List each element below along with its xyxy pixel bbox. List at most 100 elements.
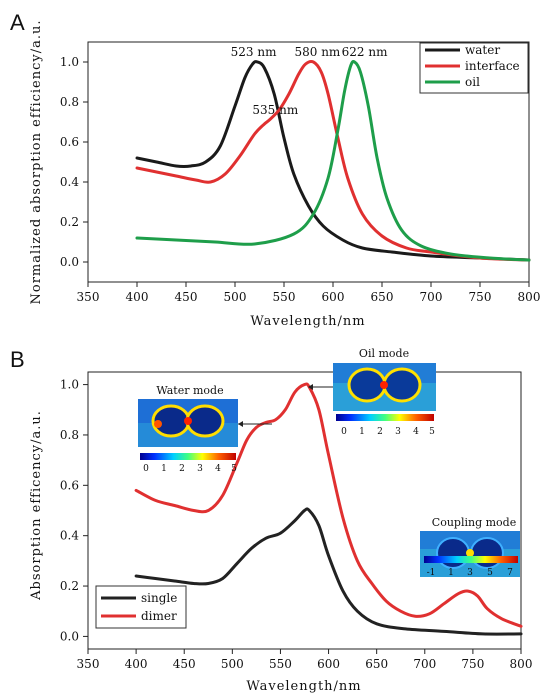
colorbar-tick: 0 [341, 427, 347, 437]
y-tick-label: 0.2 [60, 215, 79, 229]
series-line-oil [135, 60, 531, 262]
colorbar-tick: 2 [179, 464, 185, 474]
colorbar-tick: 3 [197, 464, 203, 474]
inset-water-mode-hotspot-left [154, 420, 162, 428]
inset-coupling-mode-top [420, 531, 520, 549]
inset-coupling-mode-colorbar-ticks: -1 1 3 5 7 [427, 568, 514, 578]
x-tick-label: 400 [126, 290, 149, 304]
x-tick-label: 550 [273, 290, 296, 304]
x-tick-label: 450 [173, 657, 196, 671]
colorbar-tick: 2 [377, 427, 383, 437]
x-tick-label: 350 [77, 657, 100, 671]
inset-water-mode-arrow-icon [238, 421, 243, 427]
x-tick-label: 750 [461, 657, 484, 671]
panel-b-legend: single dimer [95, 585, 187, 629]
y-tick-label: 1.0 [60, 378, 79, 392]
y-tick-label: 0.4 [60, 175, 79, 189]
legend-label-water: water [465, 43, 500, 57]
colorbar-tick: 5 [429, 427, 435, 437]
peak-annotation: 535 nm [252, 103, 298, 117]
y-tick-label: 1.0 [60, 55, 79, 69]
legend-label-interface: interface [465, 59, 520, 73]
peak-annotation: 580 nm [294, 45, 340, 59]
x-tick-label: 450 [175, 290, 198, 304]
colorbar-tick: 7 [507, 568, 513, 578]
y-tick-label: 0.8 [60, 428, 79, 442]
x-tick-label: 650 [365, 657, 388, 671]
x-tick-label: 800 [518, 290, 541, 304]
x-tick-label: 650 [371, 290, 394, 304]
x-tick-label: 600 [317, 657, 340, 671]
peak-annotation: 622 nm [342, 45, 388, 59]
y-tick-label: 0.2 [60, 579, 79, 593]
panel-a-plot: 350 400 450 500 550 600 650 700 750 800 0.0 0.2 0.4… [29, 20, 540, 330]
inset-coupling-mode: Coupling mode -1 1 3 5 7 [420, 516, 520, 578]
inset-water-mode-colorbar-ticks: 0 1 2 3 4 5 [143, 464, 237, 474]
x-tick-label: 800 [510, 657, 533, 671]
colorbar-tick: 3 [467, 568, 473, 578]
x-tick-label: 600 [322, 290, 345, 304]
x-tick-label: 350 [77, 290, 100, 304]
x-tick-label: 500 [221, 657, 244, 671]
inset-oil-mode-colorbar-ticks: 0 1 2 3 4 5 [341, 427, 435, 437]
colorbar-tick: 4 [413, 427, 419, 437]
x-tick-label: 500 [224, 290, 247, 304]
colorbar-tick: 5 [487, 568, 493, 578]
y-tick-label: 0.0 [60, 629, 79, 643]
panel-b-y-axis-label: Absorption efficency/a.u. [29, 410, 44, 601]
colorbar-tick: 1 [448, 568, 454, 578]
x-tick-label: 550 [269, 657, 292, 671]
panel-a-x-ticks: 350 400 450 500 550 600 650 700 750 800 [77, 282, 541, 304]
inset-oil-mode-arrow-icon [308, 384, 313, 390]
colorbar-tick: 0 [143, 464, 149, 474]
series-line-interface [135, 59, 531, 262]
x-tick-label: 700 [413, 657, 436, 671]
inset-oil-mode: Oil mode 0 1 2 3 4 5 [308, 347, 436, 437]
panel-a-series [135, 59, 531, 262]
inset-oil-mode-hotspot [380, 381, 388, 389]
legend-label-dimer: dimer [141, 609, 177, 623]
inset-oil-mode-particle-right [382, 367, 422, 403]
panel-label-b: B [10, 347, 25, 372]
inset-coupling-mode-particle-right [470, 537, 504, 569]
panel-b-y-ticks: 0.0 0.2 0.4 0.6 0.8 1.0 [60, 378, 88, 643]
colorbar-tick: 3 [395, 427, 401, 437]
y-tick-label: 0.0 [60, 255, 79, 269]
panel-a-x-axis-label: Wavelength/nm [250, 314, 365, 329]
colorbar-tick: 1 [161, 464, 167, 474]
series-line-single [134, 507, 523, 636]
colorbar-tick: 4 [215, 464, 221, 474]
x-tick-label: 400 [125, 657, 148, 671]
inset-water-mode: Water mode 0 1 2 3 4 5 [138, 384, 272, 474]
inset-oil-mode-particle-left [347, 367, 387, 403]
inset-water-mode-title: Water mode [156, 384, 223, 397]
panel-a-annotations: 523 nm 580 nm 622 nm 535 nm [231, 45, 388, 117]
inset-coupling-mode-particle-left [436, 537, 470, 569]
panel-label-a: A [10, 10, 25, 35]
panel-a-y-ticks: 0.0 0.2 0.4 0.6 0.8 1.0 [60, 55, 88, 269]
colorbar-tick: 5 [231, 464, 237, 474]
legend-label-oil: oil [465, 75, 480, 89]
colorbar-tick: 1 [359, 427, 365, 437]
inset-water-mode-particle-right [185, 404, 225, 438]
x-tick-label: 750 [469, 290, 492, 304]
x-tick-label: 700 [420, 290, 443, 304]
inset-oil-mode-colorbar [336, 414, 434, 421]
panel-a-y-axis-label: Normalized absorption efficiency/a.u. [29, 20, 44, 305]
peak-annotation: 523 nm [231, 45, 277, 59]
series-line-dimer [134, 382, 523, 628]
y-tick-label: 0.8 [60, 95, 79, 109]
series-line-water [135, 60, 531, 262]
panel-b-legend-box [95, 585, 187, 629]
inset-coupling-mode-hotspot [466, 549, 474, 557]
inset-oil-mode-title: Oil mode [359, 347, 409, 360]
inset-coupling-mode-title: Coupling mode [432, 516, 516, 529]
inset-water-mode-colorbar [140, 453, 236, 460]
y-tick-label: 0.6 [60, 135, 79, 149]
panel-b-series [134, 382, 523, 636]
panel-b-x-axis-label: Wavelength/nm [246, 679, 361, 694]
panel-a-frame [87, 41, 530, 283]
y-tick-label: 0.4 [60, 529, 79, 543]
panel-a-legend: water interface oil [419, 42, 529, 94]
